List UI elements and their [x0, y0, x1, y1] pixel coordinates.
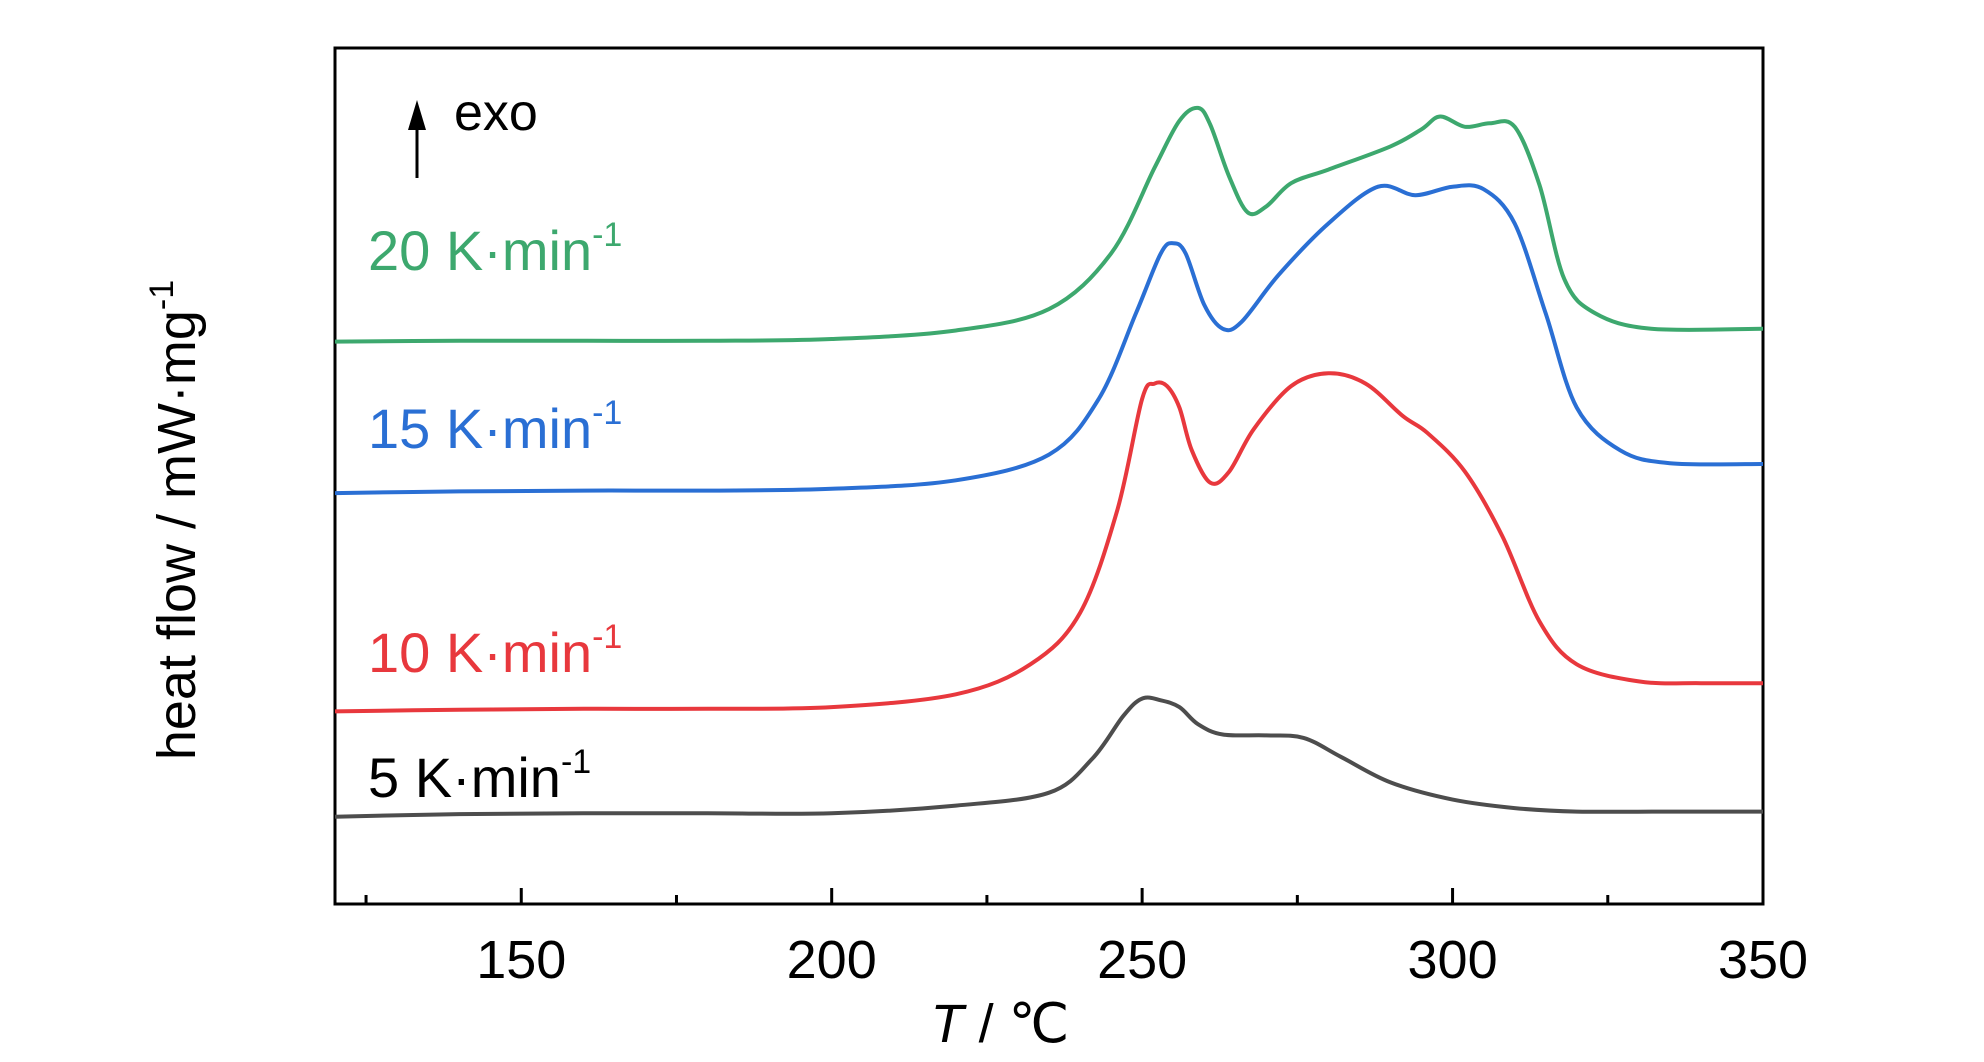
exo-annotation: exo [408, 84, 538, 178]
y-axis-sup: -1 [143, 280, 181, 310]
x-tick-label-150: 150 [476, 930, 566, 990]
x-axis-title: T / ℃ [931, 994, 1070, 1054]
series-label-15k: 15 K·min-1 [368, 394, 622, 460]
series-line-10k [334, 371, 1764, 714]
plot-frame [333, 46, 1765, 906]
x-tick-label-300: 300 [1408, 930, 1498, 990]
exo-arrow-head [408, 100, 426, 130]
x-tick-label-350: 350 [1718, 930, 1808, 990]
series-label-20k: 20 K·min-1 [368, 216, 622, 282]
series-label-text: 5 K·min [368, 746, 561, 809]
x-tick-label-200: 200 [787, 930, 877, 990]
y-axis-text: heat flow / mW·mg [147, 310, 207, 760]
series-lines [334, 105, 1764, 819]
exo-label: exo [454, 84, 538, 142]
series-line-5k [334, 695, 1763, 819]
series-label-sup: -1 [561, 743, 591, 781]
x-axis-ticks [364, 888, 1765, 904]
series-label-5k: 5 K·min-1 [368, 743, 591, 809]
series-label-10k: 10 K·min-1 [368, 618, 622, 684]
series-line-20k [334, 105, 1764, 344]
series-labels: 5 K·min-110 K·min-115 K·min-120 K·min-1 [368, 216, 622, 809]
series-line-15k [334, 183, 1764, 496]
series-label-sup: -1 [592, 394, 622, 432]
x-tick-label-250: 250 [1097, 930, 1187, 990]
series-label-text: 15 K·min [368, 397, 592, 460]
x-axis-symbol: T [931, 994, 968, 1054]
series-label-text: 10 K·min [368, 621, 592, 684]
x-axis-unit: / ℃ [964, 994, 1070, 1054]
series-label-sup: -1 [592, 618, 622, 656]
x-axis-tick-labels: 150 200 250 300 350 [476, 930, 1808, 990]
y-axis-title: heat flow / mW·mg-1 [143, 280, 207, 760]
series-label-text: 20 K·min [368, 219, 592, 282]
series-label-sup: -1 [592, 216, 622, 254]
